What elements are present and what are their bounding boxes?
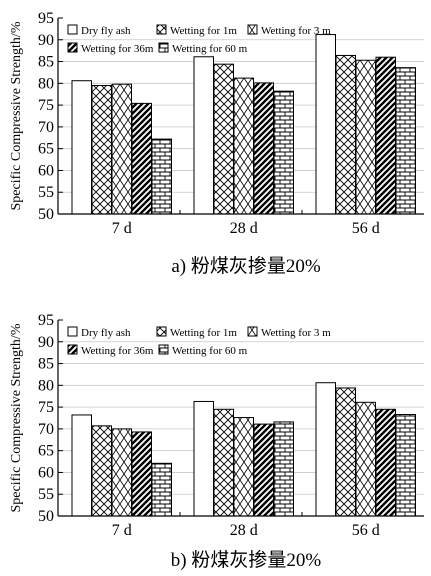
legend-swatch <box>158 344 169 355</box>
y-tick-label: 65 <box>38 141 54 158</box>
bar <box>131 431 152 517</box>
legend-swatch <box>67 344 78 355</box>
bar <box>151 462 172 517</box>
y-tick-label: 60 <box>38 464 54 481</box>
legend-label: Wetting for 1m <box>170 25 237 37</box>
y-tick-label: 95 <box>38 312 54 329</box>
y-tick-label: 85 <box>38 356 54 373</box>
y-axis-label: Specific Compressive Strength/% <box>9 21 24 210</box>
legend-label: Dry fly ash <box>81 327 131 339</box>
y-tick-label: 55 <box>38 486 54 503</box>
legend-swatch <box>67 24 78 35</box>
y-tick-label: 80 <box>38 75 54 92</box>
bar <box>233 77 254 215</box>
y-tick-label: 60 <box>38 162 54 179</box>
bar <box>193 400 214 517</box>
bar <box>273 421 294 517</box>
bar <box>131 102 152 215</box>
bar <box>71 414 92 517</box>
y-tick-label: 55 <box>38 184 54 201</box>
bar <box>111 83 132 215</box>
y-tick-label: 75 <box>38 97 54 114</box>
bar <box>335 387 356 517</box>
bar <box>151 138 172 215</box>
bar <box>315 382 336 517</box>
y-tick-label: 80 <box>38 377 54 394</box>
x-tick-label: 28 d <box>230 522 258 539</box>
bar <box>91 425 112 517</box>
legend-swatch <box>156 24 167 35</box>
y-tick-label: 65 <box>38 443 54 460</box>
bar <box>213 63 234 215</box>
legend-swatch <box>67 42 78 53</box>
bar <box>273 90 294 215</box>
y-tick-label: 75 <box>38 399 54 416</box>
chart-panel-a: 50 55 60 65 70 75 80 85 90 95 7 d 28 d 56 d Dry fly a… <box>9 10 424 277</box>
y-tick-label: 50 <box>38 508 54 525</box>
y-axis-label: Specific Compressive Strength/% <box>9 323 24 512</box>
bar <box>375 56 396 215</box>
y-tick-label: 85 <box>38 54 54 71</box>
y-tick-label: 95 <box>38 10 54 27</box>
legend-swatch <box>67 326 78 337</box>
legend-label: Wetting for 60 m <box>172 345 248 357</box>
legend-label: Dry fly ash <box>81 25 131 37</box>
bar <box>111 428 132 517</box>
bar <box>395 414 416 517</box>
bar <box>193 56 214 215</box>
legend-label: Wetting for 1m <box>170 327 237 339</box>
bar <box>71 80 92 215</box>
y-tick-label: 90 <box>38 334 54 351</box>
x-tick-label: 7 d <box>112 522 132 539</box>
y-tick-label: 70 <box>38 119 54 136</box>
y-tick-label: 50 <box>38 206 54 223</box>
bar <box>253 82 274 215</box>
legend-label: Wetting for 3 m <box>261 25 331 37</box>
bar <box>395 67 416 215</box>
bar <box>335 54 356 215</box>
y-tick-label: 70 <box>38 421 54 438</box>
bar <box>233 417 254 517</box>
legend-label: Wetting for 36m <box>81 43 154 55</box>
y-tick-label: 90 <box>38 32 54 49</box>
bar <box>91 85 112 215</box>
legend-swatch <box>247 24 258 35</box>
legend-label: Wetting for 60 m <box>172 43 248 55</box>
legend-swatch <box>158 42 169 53</box>
bar <box>355 401 376 517</box>
bar <box>375 408 396 517</box>
bar <box>253 423 274 517</box>
figure-caption: b) 粉煤灰掺量20% <box>171 549 322 571</box>
bar <box>355 59 376 215</box>
legend-label: Wetting for 36m <box>81 345 154 357</box>
bar <box>213 408 234 517</box>
legend-label: Wetting for 3 m <box>261 327 331 339</box>
chart-panel-b: 50 55 60 65 70 75 80 85 90 95 7 d 28 d 56 d Dry fly a… <box>9 312 424 571</box>
x-tick-label: 56 d <box>352 220 380 237</box>
legend-swatch <box>156 326 167 337</box>
x-tick-label: 28 d <box>230 220 258 237</box>
bar <box>315 34 336 215</box>
legend-swatch <box>247 326 258 337</box>
x-tick-label: 7 d <box>112 220 132 237</box>
x-tick-label: 56 d <box>352 522 380 539</box>
figure-caption: a) 粉煤灰掺量20% <box>171 255 321 277</box>
